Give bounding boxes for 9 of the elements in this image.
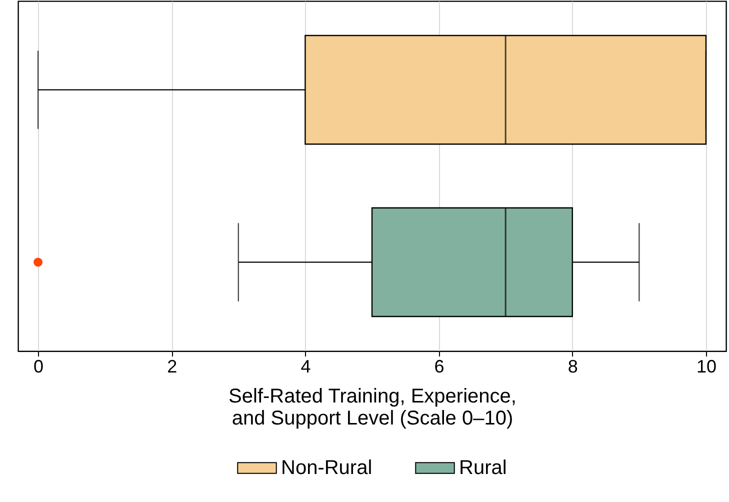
legend-label: Non-Rural [281, 457, 372, 479]
x-tick-label: 0 [34, 356, 44, 376]
x-tick-label: 8 [568, 356, 578, 376]
x-tick-label: 4 [300, 356, 311, 376]
x-tick-label: 6 [434, 356, 444, 376]
x-tick-label: 2 [167, 356, 178, 376]
x-axis-title: Self-Rated Training, Experience, and Support Level (Scale 0–10) [228, 386, 516, 430]
x-tick-label: 10 [696, 356, 716, 376]
legend-label: Rural [459, 457, 507, 479]
